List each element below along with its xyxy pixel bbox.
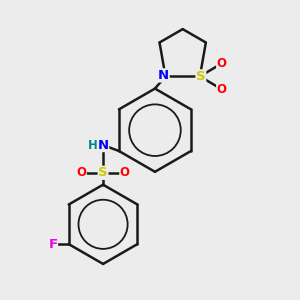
Text: O: O [217, 57, 227, 70]
Text: O: O [120, 166, 130, 179]
Text: O: O [217, 83, 227, 96]
Text: O: O [76, 166, 86, 179]
Text: F: F [48, 238, 58, 250]
Text: H: H [88, 139, 98, 152]
Text: N: N [98, 139, 109, 152]
Text: S: S [98, 166, 108, 179]
Text: S: S [196, 70, 206, 83]
Text: N: N [158, 69, 169, 82]
